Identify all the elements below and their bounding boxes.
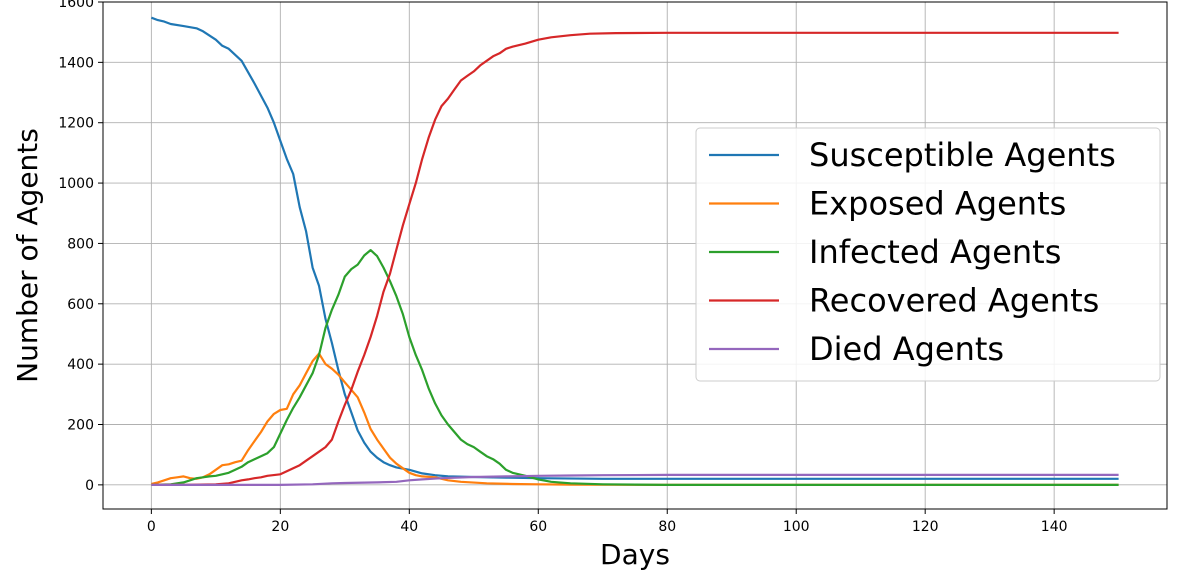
axis-ticks: 0 20 40 60 80 100 120 1400200400600800100012001… [58, 0, 1067, 535]
legend-label: Susceptible Agents [809, 136, 1116, 174]
x-tick-label: 0 [147, 519, 156, 535]
series-line-died-agents [151, 473, 1119, 486]
x-tick-label: 20 [271, 519, 289, 535]
x-tick-label: 40 [400, 519, 418, 535]
y-tick-label: 0 [85, 478, 94, 494]
x-axis-title: Days [600, 538, 670, 571]
x-tick-label: 120 [912, 519, 939, 535]
y-tick-label: 1200 [58, 116, 94, 132]
x-tick-label: 140 [1041, 519, 1068, 535]
y-tick-label: 200 [67, 418, 94, 434]
x-tick-label: 60 [529, 519, 547, 535]
x-tick-label: 100 [783, 519, 810, 535]
y-tick-label: 400 [67, 357, 94, 373]
y-tick-label: 1000 [58, 176, 94, 192]
y-tick-label: 1400 [58, 55, 94, 71]
y-axis-title: Number of Agents [11, 128, 44, 383]
legend-label: Recovered Agents [809, 282, 1099, 320]
y-tick-label: 800 [67, 236, 94, 252]
legend-box [695, 127, 1161, 382]
x-tick-label: 80 [658, 519, 676, 535]
legend: Susceptible Agents Exposed Agents Infected… [695, 127, 1161, 382]
y-tick-label: 600 [67, 297, 94, 313]
series-lines [151, 16, 1119, 486]
legend-label: Died Agents [809, 330, 1004, 368]
series-line-infected-agents [151, 249, 1119, 486]
series-line-recovered-agents [151, 31, 1119, 486]
series-line-exposed-agents [151, 352, 1119, 486]
y-tick-label: 1600 [58, 0, 94, 11]
legend-label: Exposed Agents [809, 185, 1066, 223]
plot-frame [102, 1, 1168, 510]
legend-label: Infected Agents [809, 233, 1061, 271]
